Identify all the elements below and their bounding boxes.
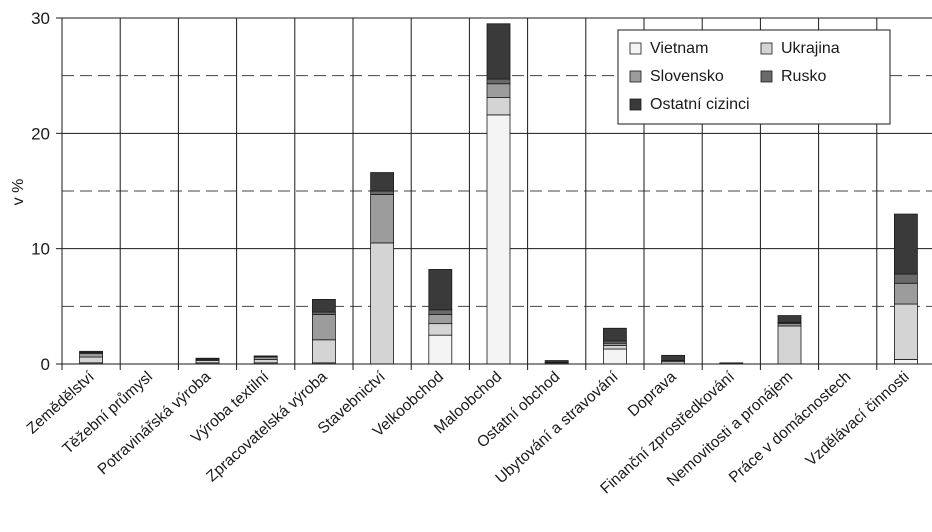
bars [79, 23, 918, 365]
bar-segment [486, 97, 511, 116]
bar-segment [79, 350, 103, 353]
y-tick-label: 30 [31, 9, 50, 28]
bar-segment [486, 83, 511, 98]
legend-label: Rusko [781, 68, 826, 85]
bar-segment [311, 339, 336, 364]
y-axis-title: v % [10, 179, 27, 206]
bar-segment [661, 354, 685, 361]
bar-segment [894, 282, 918, 305]
bar-segment [603, 327, 627, 342]
bar-segment [195, 357, 220, 360]
category-label: Potravinářská výroba [95, 368, 215, 478]
category-label: Vzdělávací činnosti [803, 368, 913, 469]
bar-segment [894, 273, 918, 284]
legend-swatch [760, 42, 773, 55]
category-label: Doprava [625, 368, 680, 420]
bar-segment [428, 314, 453, 325]
bar-segment [486, 23, 511, 80]
y-tick-label: 20 [31, 124, 50, 143]
bar-segment [603, 345, 627, 350]
legend-swatch [629, 42, 642, 55]
bar-segment [253, 355, 278, 357]
bar-segment [79, 353, 103, 358]
legend: Vietnam Ukrajina Slovensko Rusko Ostatní ciz… [617, 29, 891, 125]
legend-box [617, 29, 891, 125]
legend-label: Ukrajina [781, 40, 840, 57]
legend-swatch [760, 70, 773, 83]
bar-segment [777, 325, 802, 365]
bar-segment [311, 314, 336, 341]
bar-segment [486, 114, 511, 365]
bar-segment [253, 358, 278, 364]
y-tick-label: 0 [41, 355, 50, 374]
bar-segment [428, 323, 453, 336]
legend-label: Vietnam [650, 40, 708, 57]
bar-segment [79, 356, 103, 364]
bar-segment [544, 360, 569, 363]
bar-segment [428, 269, 453, 311]
axes [56, 17, 932, 370]
bar-segment [603, 348, 627, 365]
bar-segment [777, 315, 802, 323]
bar-segment [428, 309, 453, 315]
bar-segment [311, 299, 336, 313]
bar-segment [370, 242, 395, 365]
bar-segment [370, 172, 395, 192]
bar-segment [894, 303, 918, 360]
legend-label: Slovensko [650, 68, 724, 85]
legend-label: Ostatní cizinci [650, 96, 750, 113]
legend-swatch [629, 70, 642, 83]
bar-segment [370, 194, 395, 244]
bar-segment [428, 334, 453, 365]
y-tick-label: 10 [31, 240, 50, 259]
legend-swatch [629, 98, 642, 111]
bar-segment [486, 78, 511, 85]
bar-segment [370, 190, 395, 195]
bar-segment [894, 358, 918, 365]
bar-segment [894, 213, 918, 275]
